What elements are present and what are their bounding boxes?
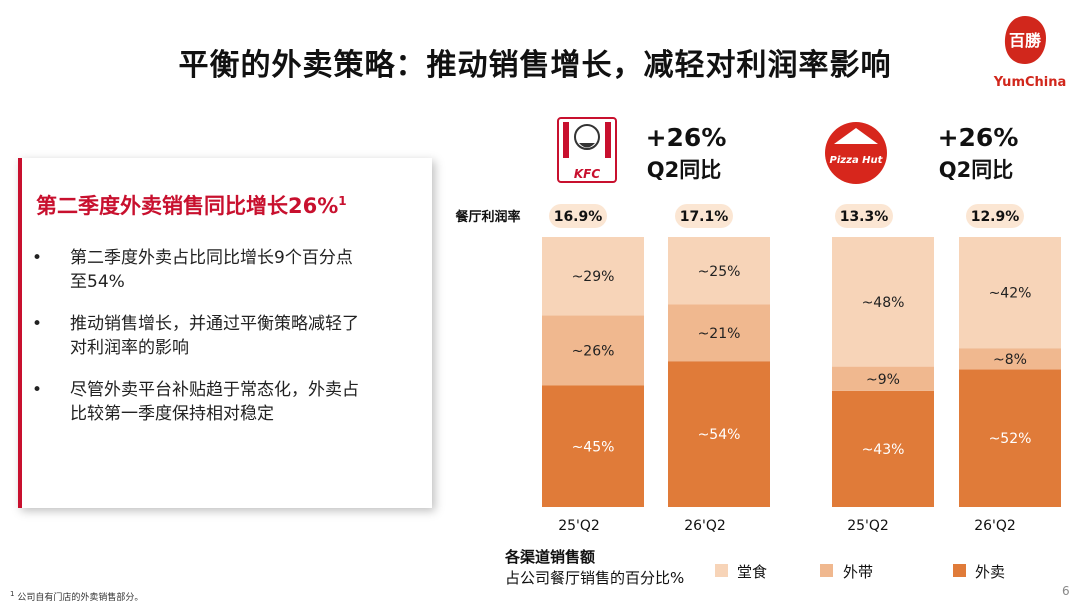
bar-data-label: ~26% <box>572 343 615 359</box>
bar-segment-dinein <box>959 237 1061 349</box>
bullet-text-2: 比较第一季度保持相对稳定 <box>70 404 274 424</box>
bar-data-label: ~52% <box>989 431 1032 447</box>
pizzahut-growth-label: Q2同比 <box>939 158 1013 182</box>
margin-value: 12.9% <box>971 209 1020 225</box>
page-title: 平衡的外卖策略：推动销售增长，减轻对利润率影响 <box>178 48 892 83</box>
bar-segment-dinein <box>832 237 934 367</box>
bar-segment-delivery <box>542 385 644 507</box>
bar-data-label: ~45% <box>572 439 615 455</box>
pizzahut-logo: Pizza Hut <box>825 122 887 184</box>
bar-segment-takeaway <box>832 366 934 391</box>
bullet-text-2: 至54% <box>70 272 125 292</box>
summary-card: 第二季度外卖销售同比增长26%1 • 第二季度外卖占比同比增长9个百分点 至54% … <box>18 158 432 508</box>
bar-data-label: ~43% <box>862 442 905 458</box>
kfc-logo-text: KFC <box>574 167 600 181</box>
margin-value: 13.3% <box>840 209 889 225</box>
bar-data-label: ~21% <box>698 326 741 342</box>
kfc-logo: KFC <box>557 117 617 183</box>
bar-data-label: ~42% <box>989 286 1032 302</box>
legend-label-takeaway: 外带 <box>843 563 873 581</box>
footnote: 1 公司自有门店的外卖销售部分。 <box>10 590 143 603</box>
bar-data-label: ~29% <box>572 269 615 285</box>
bar-segment-takeaway <box>959 348 1061 370</box>
bullet-text-1: 尽管外卖平台补贴趋于常态化，外卖占 <box>70 380 359 400</box>
pizzahut-growth-value: +26% <box>938 123 1019 152</box>
page-number: 6 <box>1062 584 1070 598</box>
kfc-growth-value: +26% <box>646 123 727 152</box>
margin-pill: 13.3% <box>835 204 893 228</box>
bar-data-label: ~25% <box>698 264 741 280</box>
chart-caption-line1: 各渠道销售额 <box>504 548 595 566</box>
bar-segment-takeaway <box>668 304 770 362</box>
legend-swatch-takeaway <box>820 564 833 577</box>
bar-data-label: ~54% <box>698 427 741 443</box>
kfc-growth-label: Q2同比 <box>647 158 721 182</box>
legend-swatch-dinein <box>715 564 728 577</box>
card-accent-bar <box>18 158 22 508</box>
bullet-dot: • <box>32 248 43 268</box>
bar-data-label: ~9% <box>866 372 900 388</box>
bar-segment-delivery <box>668 361 770 507</box>
bullet-list: • 第二季度外卖占比同比增长9个百分点 至54% • 推动销售增长，并通过平衡策略减轻… <box>32 246 422 444</box>
bar-segment-delivery <box>959 369 1061 507</box>
margin-pill: 16.9% <box>549 204 607 228</box>
bar-segment-dinein <box>668 237 770 305</box>
bar-segment-dinein <box>542 237 644 316</box>
card-heading-footnote-ref: 1 <box>338 194 347 208</box>
bullet-item: • 尽管外卖平台补贴趋于常态化，外卖占 比较第一季度保持相对稳定 <box>32 378 422 426</box>
margin-value: 16.9% <box>554 209 603 225</box>
bullet-text-2: 对利润率的影响 <box>70 338 189 358</box>
chart-caption-line2: 占公司餐厅销售的百分比% <box>505 569 684 587</box>
bar-data-label: ~48% <box>862 295 905 311</box>
legend-swatch-delivery <box>953 564 966 577</box>
margin-row-label: 餐厅利润率 <box>454 209 520 225</box>
footnote-marker: 1 <box>10 590 15 598</box>
logo-brand-text: YumChina <box>993 75 1067 90</box>
x-tick-label: 25'Q2 <box>558 518 600 534</box>
yumchina-logo: 百勝 YumChina <box>990 10 1070 90</box>
legend: 堂食 外带 外卖 <box>715 563 1005 581</box>
bar-segment-takeaway <box>542 315 644 386</box>
card-heading-text: 第二季度外卖销售同比增长26% <box>36 194 339 218</box>
x-tick-label: 26'Q2 <box>684 518 726 534</box>
margin-pill: 17.1% <box>675 204 733 228</box>
bullet-text-1: 第二季度外卖占比同比增长9个百分点 <box>70 248 353 268</box>
bar-segment-delivery <box>832 390 934 507</box>
stacked-bars: ~45% ~26% ~29% ~54% ~21% ~25% ~43% ~9% ~48% ~52% ~… <box>542 237 1061 507</box>
bullet-item: • 推动销售增长，并通过平衡策略减轻了 对利润率的影响 <box>32 312 422 360</box>
logo-seal-text: 百勝 <box>1009 31 1042 50</box>
bullet-dot: • <box>32 380 43 400</box>
margin-value: 17.1% <box>680 209 729 225</box>
margin-pill: 12.9% <box>966 204 1024 228</box>
seal-icon: 百勝 <box>1004 16 1046 64</box>
x-tick-label: 26'Q2 <box>974 518 1016 534</box>
card-heading: 第二季度外卖销售同比增长26%1 <box>36 190 347 220</box>
footnote-text: 公司自有门店的外卖销售部分。 <box>17 593 144 603</box>
bullet-text-1: 推动销售增长，并通过平衡策略减轻了 <box>70 314 359 334</box>
bar-data-label: ~8% <box>993 352 1027 368</box>
pizzahut-logo-text: Pizza Hut <box>830 155 884 166</box>
bullet-dot: • <box>32 314 43 334</box>
bullet-item: • 第二季度外卖占比同比增长9个百分点 至54% <box>32 246 422 294</box>
x-tick-label: 25'Q2 <box>847 518 889 534</box>
legend-label-delivery: 外卖 <box>975 563 1005 581</box>
legend-label-dinein: 堂食 <box>737 563 767 581</box>
